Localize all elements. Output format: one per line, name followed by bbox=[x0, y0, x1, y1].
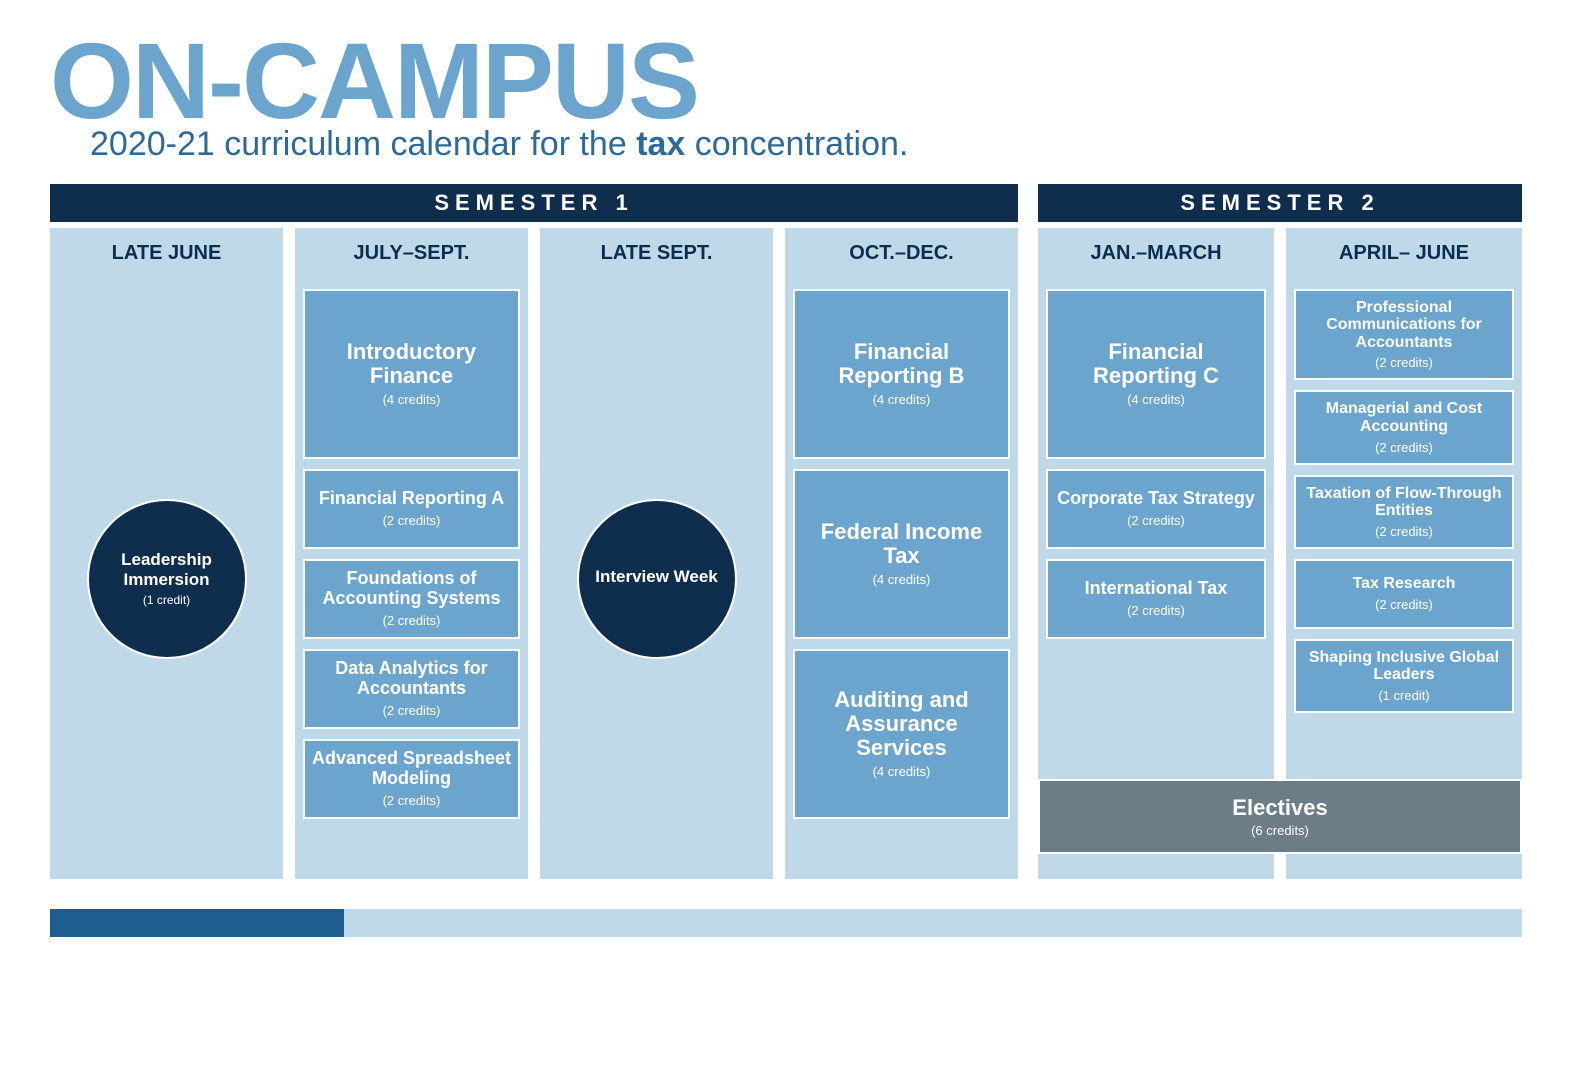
card-title: Financial Reporting C bbox=[1054, 340, 1258, 388]
semester-1-header: SEMESTER 1 bbox=[50, 184, 1018, 222]
course-card: Tax Research (2 credits) bbox=[1294, 559, 1514, 629]
card-credits: (4 credits) bbox=[383, 392, 441, 407]
leadership-immersion-circle: Leadership Immersion (1 credit) bbox=[87, 499, 247, 659]
bar-segment-dark bbox=[50, 909, 344, 937]
course-card: Data Analytics for Accountants (2 credits… bbox=[303, 649, 520, 729]
card-title: Data Analytics for Accountants bbox=[311, 659, 512, 699]
card-title: Managerial and Cost Accounting bbox=[1302, 400, 1506, 435]
card-credits: (2 credits) bbox=[383, 703, 441, 718]
card-title: Corporate Tax Strategy bbox=[1057, 489, 1255, 509]
col-header-july-sept: JULY–SEPT. bbox=[295, 228, 528, 279]
course-card: Federal Income Tax (4 credits) bbox=[793, 469, 1010, 639]
card-title: Financial Reporting B bbox=[801, 340, 1002, 388]
card-credits: (1 credit) bbox=[1378, 688, 1429, 703]
card-title: Federal Income Tax bbox=[801, 520, 1002, 568]
card-credits: (2 credits) bbox=[1375, 440, 1433, 455]
card-title: Tax Research bbox=[1353, 575, 1456, 593]
card-title: Introductory Finance bbox=[311, 340, 512, 388]
electives-row: Electives (6 credits) bbox=[1038, 779, 1522, 854]
card-credits: (2 credits) bbox=[383, 513, 441, 528]
electives-credits: (6 credits) bbox=[1054, 823, 1506, 838]
col-body-late-sept: Interview Week bbox=[540, 279, 773, 879]
circle-credits: (1 credit) bbox=[143, 593, 190, 607]
course-card: Auditing and Assurance Services (4 credit… bbox=[793, 649, 1010, 819]
header: ON-CAMPUS 2020-21 curriculum calendar fo… bbox=[50, 30, 1522, 164]
semester-2-wrap: JAN.–MARCH Financial Reporting C (4 credi… bbox=[1038, 222, 1522, 854]
course-card: Shaping Inclusive Global Leaders (1 credi… bbox=[1294, 639, 1514, 713]
semester-1-block: SEMESTER 1 LATE JUNE Leadership Immersio… bbox=[50, 184, 1018, 879]
card-credits: (2 credits) bbox=[383, 793, 441, 808]
col-header-late-june: LATE JUNE bbox=[50, 228, 283, 279]
card-credits: (2 credits) bbox=[1375, 524, 1433, 539]
card-title: Advanced Spreadsheet Modeling bbox=[311, 749, 512, 789]
card-title: Auditing and Assurance Services bbox=[801, 688, 1002, 761]
course-card: Managerial and Cost Accounting (2 credits… bbox=[1294, 390, 1514, 464]
col-body-july-sept: Introductory Finance (4 credits) Financial… bbox=[295, 279, 528, 879]
card-credits: (2 credits) bbox=[1375, 597, 1433, 612]
page-title: ON-CAMPUS bbox=[50, 30, 1522, 133]
col-header-april-june: APRIL– JUNE bbox=[1286, 228, 1522, 279]
electives-title: Electives bbox=[1054, 795, 1506, 821]
card-credits: (4 credits) bbox=[873, 392, 931, 407]
interview-week-circle: Interview Week bbox=[577, 499, 737, 659]
subtitle-post: concentration. bbox=[685, 125, 908, 163]
col-oct-dec: OCT.–DEC. Financial Reporting B (4 credit… bbox=[785, 228, 1018, 879]
card-title: Taxation of Flow-Through Entities bbox=[1302, 485, 1506, 520]
course-card: Corporate Tax Strategy (2 credits) bbox=[1046, 469, 1266, 549]
course-card: Foundations of Accounting Systems (2 cred… bbox=[303, 559, 520, 639]
col-late-june: LATE JUNE Leadership Immersion (1 credit… bbox=[50, 228, 283, 879]
subtitle-pre: 2020-21 curriculum calendar for the bbox=[90, 125, 636, 163]
circle-wrap: Interview Week bbox=[548, 289, 765, 869]
semester-2-header: SEMESTER 2 bbox=[1038, 184, 1522, 222]
col-july-sept: JULY–SEPT. Introductory Finance (4 credit… bbox=[295, 228, 528, 879]
col-body-late-june: Leadership Immersion (1 credit) bbox=[50, 279, 283, 879]
col-late-sept: LATE SEPT. Interview Week bbox=[540, 228, 773, 879]
semester-2-block: SEMESTER 2 JAN.–MARCH Financial Reportin… bbox=[1038, 184, 1522, 879]
card-credits: (2 credits) bbox=[383, 613, 441, 628]
card-credits: (2 credits) bbox=[1375, 355, 1433, 370]
circle-wrap: Leadership Immersion (1 credit) bbox=[58, 289, 275, 869]
card-title: Financial Reporting A bbox=[319, 489, 504, 509]
subtitle-bold: tax bbox=[636, 125, 685, 163]
semester-1-columns: LATE JUNE Leadership Immersion (1 credit… bbox=[50, 228, 1018, 879]
circle-title: Interview Week bbox=[595, 567, 718, 587]
course-card: Advanced Spreadsheet Modeling (2 credits) bbox=[303, 739, 520, 819]
electives-card: Electives (6 credits) bbox=[1038, 779, 1522, 854]
card-credits: (2 credits) bbox=[1127, 603, 1185, 618]
card-credits: (4 credits) bbox=[873, 764, 931, 779]
course-card: Financial Reporting C (4 credits) bbox=[1046, 289, 1266, 459]
col-header-oct-dec: OCT.–DEC. bbox=[785, 228, 1018, 279]
col-header-jan-march: JAN.–MARCH bbox=[1038, 228, 1274, 279]
course-card: International Tax (2 credits) bbox=[1046, 559, 1266, 639]
card-title: Shaping Inclusive Global Leaders bbox=[1302, 649, 1506, 684]
bar-segment-light bbox=[344, 909, 1522, 937]
col-body-oct-dec: Financial Reporting B(4 credits)Federal … bbox=[785, 279, 1018, 879]
card-title: Foundations of Accounting Systems bbox=[311, 569, 512, 609]
card-credits: (2 credits) bbox=[1127, 513, 1185, 528]
bottom-bar bbox=[50, 909, 1522, 937]
course-card: Introductory Finance (4 credits) bbox=[303, 289, 520, 459]
card-credits: (4 credits) bbox=[873, 572, 931, 587]
circle-title: Leadership Immersion bbox=[99, 550, 235, 589]
page-subtitle: 2020-21 curriculum calendar for the tax … bbox=[90, 125, 1522, 164]
course-card: Financial Reporting A (2 credits) bbox=[303, 469, 520, 549]
course-card: Financial Reporting B (4 credits) bbox=[793, 289, 1010, 459]
card-title: Professional Communications for Accounta… bbox=[1302, 299, 1506, 352]
course-card: Taxation of Flow-Through Entities (2 cred… bbox=[1294, 475, 1514, 549]
card-credits: (4 credits) bbox=[1127, 392, 1185, 407]
calendar-grid: SEMESTER 1 LATE JUNE Leadership Immersio… bbox=[50, 184, 1522, 879]
col-header-late-sept: LATE SEPT. bbox=[540, 228, 773, 279]
course-card: Professional Communications for Accounta… bbox=[1294, 289, 1514, 381]
card-title: International Tax bbox=[1085, 579, 1228, 599]
